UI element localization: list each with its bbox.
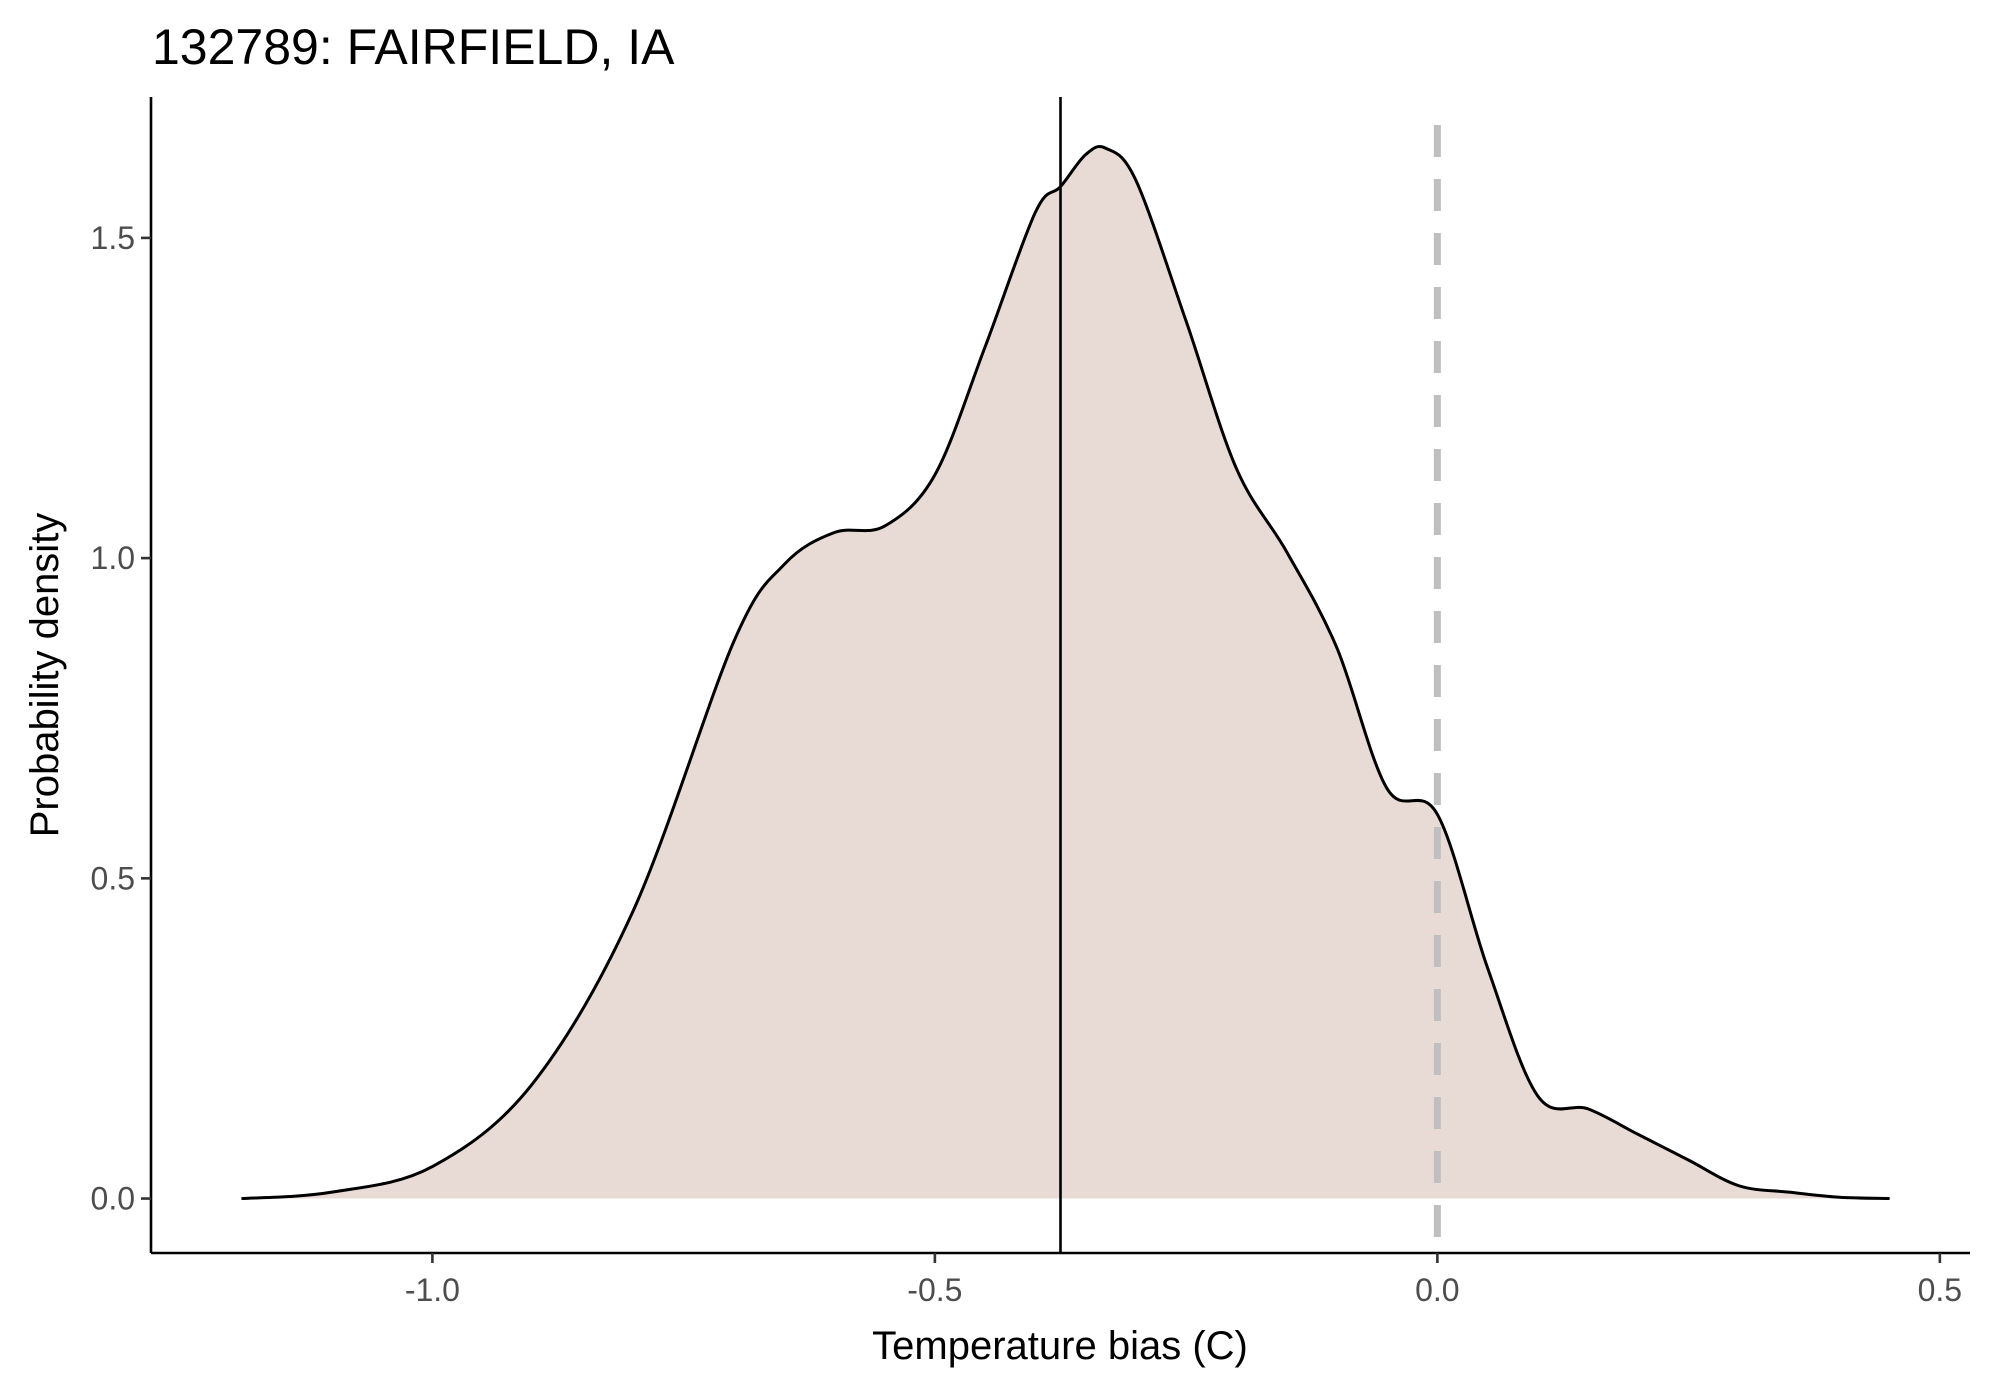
plot-area (241, 97, 1890, 1253)
y-tick-label: 0.5 (91, 860, 135, 896)
y-tick-label: 1.0 (91, 540, 135, 576)
density-area (241, 146, 1890, 1199)
y-axis-ticks: 0.0 0.5 1.0 1.5 (91, 220, 151, 1217)
chart-title: 132789: FAIRFIELD, IA (152, 19, 675, 75)
x-axis-title: Temperature bias (C) (872, 1324, 1248, 1368)
y-tick-label: 0.0 (91, 1181, 135, 1217)
y-tick-label: 1.5 (91, 220, 135, 256)
x-tick-label: 0.0 (1415, 1272, 1459, 1308)
x-tick-label: -1.0 (405, 1272, 460, 1308)
density-curve (241, 145, 1890, 1201)
x-tick-label: -0.5 (907, 1272, 962, 1308)
y-axis-title: Probability density (23, 513, 67, 838)
x-axis-ticks: -1.0 -0.5 0.0 0.5 (405, 1253, 1962, 1308)
x-tick-label: 0.5 (1918, 1272, 1962, 1308)
